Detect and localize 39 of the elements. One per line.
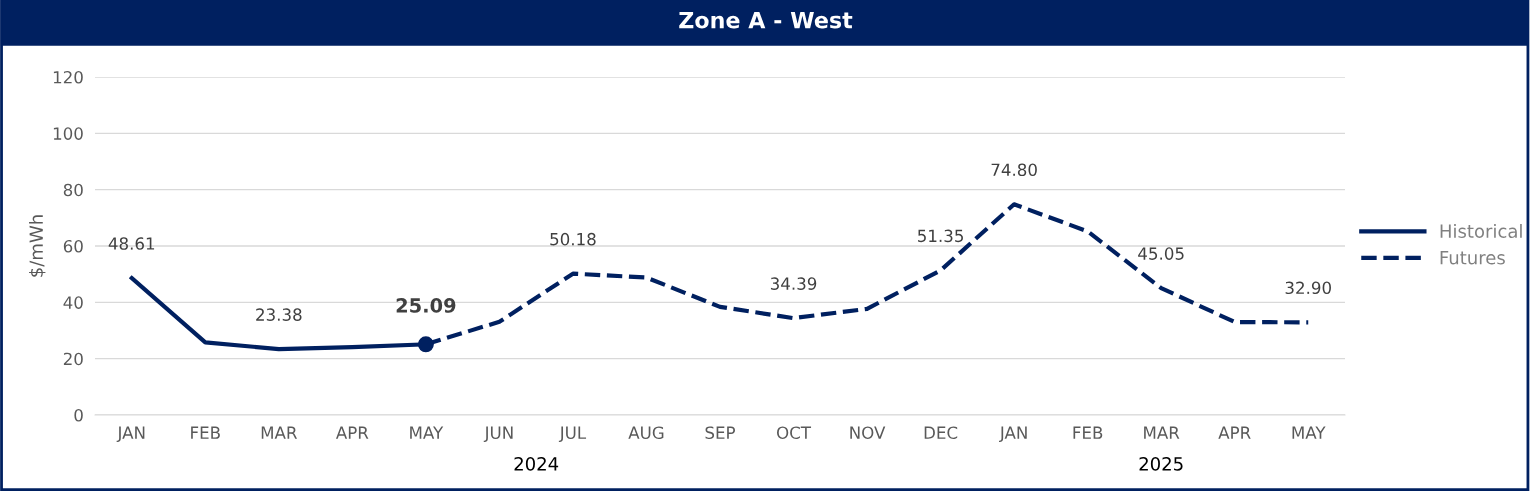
y-axis-title: $/mWh	[29, 215, 46, 277]
x-tick-label: JAN	[999, 426, 1027, 443]
y-tick-label: 20	[63, 352, 83, 366]
x-tick-label: JUL	[558, 426, 587, 443]
x-tick-label: JAN	[116, 426, 145, 443]
legend-label: Historical	[1440, 224, 1522, 238]
text: 2025	[1139, 456, 1183, 471]
y-tick-label: 120	[53, 70, 83, 84]
x-tick-label: MAY	[1292, 426, 1326, 439]
text: 2024	[514, 456, 559, 471]
y-tick-label: 100	[53, 127, 83, 140]
data-label: 48.61	[108, 237, 155, 250]
x-tick-label: NOV	[850, 426, 886, 440]
x-tick-label: MAR	[1144, 426, 1180, 439]
x-tick-label: MAR	[261, 426, 298, 439]
data-label: 32.90	[1285, 281, 1331, 295]
legend-label: Futures	[1440, 251, 1505, 265]
y-tick-label: 80	[63, 183, 83, 197]
y-tick-label: 0	[74, 408, 83, 422]
data-label: 74.80	[991, 163, 1037, 177]
data-label: 25.09	[396, 298, 456, 313]
x-tick-label: APR	[335, 426, 369, 439]
x-tick-label: MAY	[410, 426, 444, 439]
chart-title: Zone A - West	[679, 11, 853, 29]
y-tick-label: 60	[63, 239, 83, 253]
x-tick-label: SEP	[705, 426, 736, 440]
data-label: 45.05	[1138, 247, 1184, 260]
x-tick-label: JUN	[483, 426, 513, 443]
x-tick-label: FEB	[191, 426, 220, 439]
x-tick-label: APR	[1218, 426, 1251, 439]
data-label: 23.38	[256, 308, 302, 321]
data-label: 51.35	[918, 229, 963, 243]
data-label: 34.39	[770, 277, 817, 290]
y-tick-label: 40	[63, 296, 83, 309]
data-label: 50.18	[550, 232, 596, 246]
x-tick-label: AUG	[628, 426, 664, 440]
x-tick-label: OCT	[777, 426, 812, 440]
x-tick-label: DEC	[924, 426, 958, 440]
x-tick-label: FEB	[1073, 426, 1103, 439]
